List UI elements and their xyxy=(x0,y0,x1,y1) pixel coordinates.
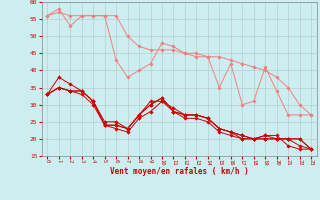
X-axis label: Vent moyen/en rafales ( km/h ): Vent moyen/en rafales ( km/h ) xyxy=(110,167,249,176)
